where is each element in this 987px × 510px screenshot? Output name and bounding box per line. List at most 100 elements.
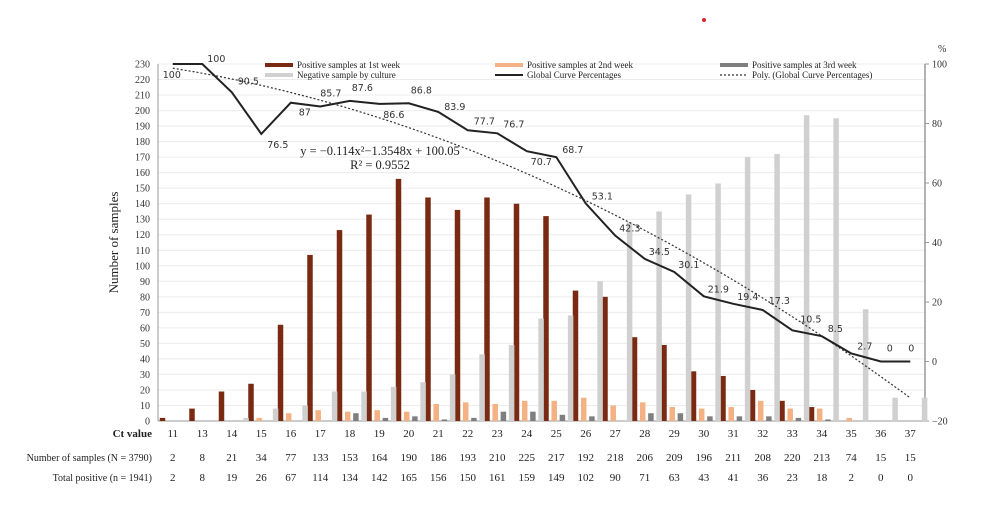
- bar-positive-samples-at-3rd-week-ct29: [677, 413, 684, 421]
- bar-positive-samples-at-2nd-week-ct29: [669, 407, 675, 421]
- bar-positive-samples-at-2nd-week-ct35: [846, 417, 852, 421]
- bar-positive-samples-at-2nd-week-ct22: [462, 402, 469, 421]
- bar-positive-samples-at-3rd-week-ct32: [766, 416, 772, 421]
- table-cell: 90: [610, 472, 622, 484]
- data-label-global-ct19: 86.6: [383, 110, 404, 121]
- bar-negative-sample-by-culture-ct19: [390, 386, 397, 421]
- data-label-global-ct25: 68.7: [562, 145, 583, 156]
- bar-positive-samples-at-3rd-week-ct20: [412, 416, 418, 421]
- bar-positive-samples-at-3rd-week-ct18: [353, 413, 359, 421]
- bar-positive-samples-at-3rd-week-ct31: [736, 416, 743, 421]
- data-label-global-ct21: 83.9: [444, 102, 465, 113]
- x-tick-label: 23: [492, 428, 504, 440]
- table-cell: 142: [371, 472, 388, 484]
- table-cell: 43: [698, 472, 710, 484]
- table-cell: 213: [814, 452, 831, 464]
- legend-label-poly-global-curve-percentages-: Poly. (Global Curve Percentages): [752, 70, 872, 80]
- data-label-global-ct11: 100: [163, 70, 181, 81]
- bar-positive-samples-at-2nd-week-ct20: [403, 411, 410, 421]
- bar-positive-samples-at-1st-week-ct20: [395, 178, 402, 421]
- table-cell: 211: [725, 452, 741, 464]
- bar-positive-samples-at-2nd-week-ct26: [580, 397, 587, 421]
- x-tick-label: 29: [669, 428, 681, 440]
- x-tick-label: 21: [433, 428, 444, 440]
- data-label-global-ct37: 0: [908, 344, 914, 355]
- x-tick-label: 24: [521, 428, 533, 440]
- x-tick-label: 34: [816, 428, 828, 440]
- legend-label-positive-samples-at-3rd-week: Positive samples at 3rd week: [752, 60, 857, 70]
- bar-positive-samples-at-1st-week-ct19: [366, 214, 372, 421]
- table-cell: 8: [200, 472, 206, 484]
- bar-negative-sample-by-culture-ct28: [656, 211, 662, 421]
- bar-positive-samples-at-3rd-week-ct33: [795, 417, 802, 421]
- data-label-global-ct16: 87: [299, 108, 311, 119]
- y-tick-label: 100: [135, 261, 150, 272]
- table-cell: 161: [489, 472, 506, 484]
- bar-positive-samples-at-1st-week-ct25: [543, 216, 549, 421]
- table-cell: 165: [401, 472, 418, 484]
- data-label-global-ct17: 85.7: [320, 89, 341, 100]
- data-label-global-ct23: 76.7: [503, 119, 524, 130]
- legend-swatch-negative-sample-by-culture: [265, 73, 293, 77]
- y-tick-label: 20: [140, 385, 150, 396]
- x-tick-label: 22: [462, 428, 473, 440]
- bar-negative-sample-by-culture-ct27: [626, 222, 633, 421]
- bar-negative-sample-by-culture-ct25: [567, 315, 574, 421]
- table-cell: 156: [430, 472, 447, 484]
- table-cell: 217: [548, 452, 565, 464]
- trendline-r-squared: R² = 0.9552: [350, 158, 410, 172]
- bar-negative-sample-by-culture-ct14: [243, 417, 249, 421]
- bar-positive-samples-at-2nd-week-ct27: [610, 405, 616, 421]
- bar-positive-samples-at-2nd-week-ct32: [757, 400, 764, 421]
- bar-positive-samples-at-2nd-week-ct28: [639, 402, 646, 421]
- x-tick-label: 30: [698, 428, 710, 440]
- red-marker-dot: [702, 18, 706, 22]
- bar-negative-sample-by-culture-ct29: [685, 194, 692, 421]
- trendline-poly: [172, 67, 911, 399]
- table-cell: 133: [312, 452, 329, 464]
- y-tick-label: 40: [140, 354, 150, 365]
- bar-negative-sample-by-culture-ct21: [449, 374, 456, 421]
- trendline-equation: y = −0.114x²−1.3548x + 100.05: [300, 144, 460, 158]
- y-tick-label: 80: [140, 292, 150, 303]
- data-label-global-ct31: 19.4: [737, 292, 758, 303]
- table-cell: 193: [460, 452, 477, 464]
- bar-positive-samples-at-3rd-week-ct28: [648, 413, 654, 421]
- bar-positive-samples-at-1st-week-ct30: [690, 371, 697, 421]
- table-cell: 23: [787, 472, 799, 484]
- y-tick-label: 130: [135, 215, 150, 226]
- x-tick-label: 37: [905, 428, 917, 440]
- y-tick-label: 230: [135, 60, 150, 71]
- table-cell: 192: [578, 452, 595, 464]
- bar-positive-samples-at-3rd-week-ct30: [707, 416, 713, 421]
- bar-positive-samples-at-2nd-week-ct16: [285, 413, 292, 421]
- x-tick-label: 19: [374, 428, 386, 440]
- bar-positive-samples-at-1st-week-ct16: [277, 324, 284, 421]
- table-row-label: Total positive (n = 1941): [53, 473, 152, 484]
- y-tick-label: 170: [135, 153, 150, 164]
- table-cell: 186: [430, 452, 447, 464]
- x-tick-label: 36: [875, 428, 887, 440]
- table-cell: 74: [846, 452, 858, 464]
- x-tick-label: 26: [580, 428, 592, 440]
- bar-negative-sample-by-culture-ct23: [508, 344, 515, 421]
- bar-positive-samples-at-1st-week-ct22: [454, 209, 461, 421]
- table-cell: 15: [875, 452, 887, 464]
- data-label-global-ct22: 77.7: [474, 116, 495, 127]
- table-cell: 190: [401, 452, 418, 464]
- table-cell: 19: [226, 472, 238, 484]
- bar-negative-sample-by-culture-ct18: [361, 391, 367, 421]
- table-cell: 102: [578, 472, 595, 484]
- bar-negative-sample-by-culture-ct33: [803, 115, 810, 421]
- bar-positive-samples-at-2nd-week-ct18: [344, 411, 351, 421]
- bar-positive-samples-at-1st-week-ct17: [307, 254, 313, 421]
- x-tick-label: 20: [403, 428, 415, 440]
- bar-positive-samples-at-1st-week-ct21: [425, 197, 431, 421]
- bar-positive-samples-at-2nd-week-ct23: [492, 403, 498, 421]
- bar-positive-samples-at-1st-week-ct23: [484, 197, 490, 421]
- table-cell: 0: [878, 472, 884, 484]
- table-cell: 149: [548, 472, 565, 484]
- y-tick-label: 190: [135, 122, 150, 133]
- bar-positive-samples-at-3rd-week-ct21: [441, 419, 448, 421]
